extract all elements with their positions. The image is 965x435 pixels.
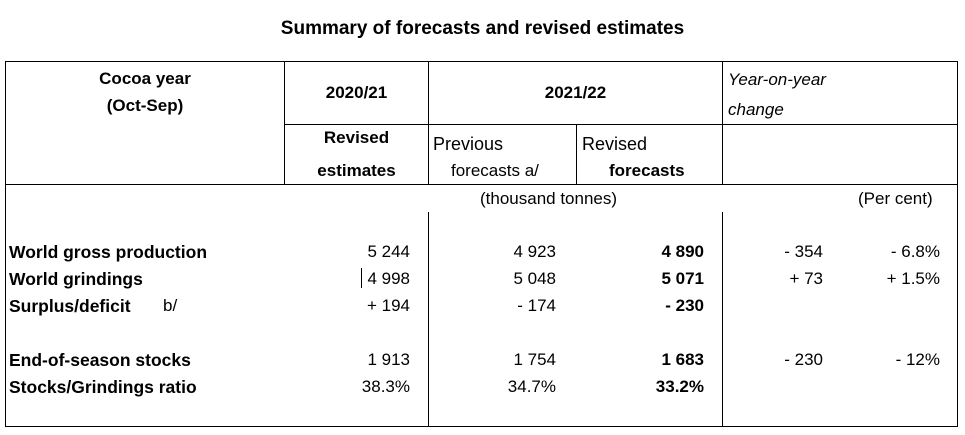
col-divider-3 bbox=[576, 124, 577, 185]
cell-rev-end-season-stocks: 1 683 bbox=[661, 350, 704, 369]
cell-2021-grindings: 4 998 bbox=[367, 269, 410, 288]
header-revised-estimates-1: Revised bbox=[323, 128, 390, 147]
col-divider-2 bbox=[428, 61, 429, 185]
cell-yoy-pct-gross-production: - 6.8% bbox=[890, 242, 940, 261]
cell-2021-gross-production: 5 244 bbox=[367, 242, 410, 261]
cell-yoy-pct-grindings: + 1.5% bbox=[886, 269, 940, 288]
cell-yoy-abs-gross-production: - 354 bbox=[784, 242, 823, 261]
cell-prev-gross-production: 4 923 bbox=[513, 242, 556, 261]
cell-yoy-pct-end-season-stocks: - 12% bbox=[895, 350, 940, 369]
body-divider-2 bbox=[722, 212, 723, 427]
text-cursor bbox=[361, 268, 362, 288]
row-label-end-season-stocks: End-of-season stocks bbox=[9, 350, 191, 370]
header-2021-22: 2021/22 bbox=[544, 83, 607, 102]
cell-prev-end-season-stocks: 1 754 bbox=[513, 350, 556, 369]
summary-table bbox=[5, 61, 958, 427]
header-revised-forecasts-1: Revised bbox=[582, 134, 648, 154]
cell-prev-surplus-deficit: - 174 bbox=[517, 296, 556, 315]
row-label-grindings: World grindings bbox=[9, 269, 143, 289]
cell-2021-surplus-deficit: + 194 bbox=[366, 296, 410, 315]
table-title: Summary of forecasts and revised estimat… bbox=[280, 18, 685, 39]
header-cocoa-year: Cocoa year bbox=[99, 69, 191, 88]
cell-rev-surplus-deficit: - 230 bbox=[665, 296, 704, 315]
units-per-cent: (Per cent) bbox=[858, 189, 933, 208]
header-revised-forecasts-2: forecasts bbox=[609, 161, 685, 180]
row-label-surplus-deficit: Surplus/deficit bbox=[9, 296, 131, 316]
cell-yoy-abs-end-season-stocks: - 230 bbox=[784, 350, 823, 369]
header-cocoa-year-period: (Oct-Sep) bbox=[106, 96, 184, 115]
header-bottom-line bbox=[5, 184, 958, 185]
cell-rev-grindings: 5 071 bbox=[661, 269, 704, 288]
cell-rev-gross-production: 4 890 bbox=[661, 242, 704, 261]
header-previous-forecasts-2: forecasts a/ bbox=[451, 161, 539, 180]
row-note-surplus-deficit: b/ bbox=[163, 296, 178, 315]
units-thousand-tonnes: (thousand tonnes) bbox=[480, 189, 618, 208]
header-yoy: Year-on-year bbox=[728, 70, 826, 89]
row-label-stocks-grindings-ratio: Stocks/Grindings ratio bbox=[9, 377, 197, 397]
cell-prev-stocks-grindings-ratio: 34.7% bbox=[507, 377, 556, 396]
body-divider-1 bbox=[428, 212, 429, 427]
cell-rev-stocks-grindings-ratio: 33.2% bbox=[655, 377, 704, 396]
col-divider-1 bbox=[284, 61, 285, 185]
col-divider-4 bbox=[722, 61, 723, 185]
header-yoy-change: change bbox=[728, 100, 784, 119]
header-mid-line bbox=[284, 124, 958, 125]
header-2020-21: 2020/21 bbox=[325, 83, 388, 102]
header-previous-forecasts-1: Previous bbox=[433, 134, 504, 154]
cell-yoy-abs-grindings: + 73 bbox=[789, 269, 823, 288]
cell-2021-stocks-grindings-ratio: 38.3% bbox=[361, 377, 410, 396]
row-label-gross-production: World gross production bbox=[9, 242, 208, 262]
cell-prev-grindings: 5 048 bbox=[513, 269, 556, 288]
header-revised-estimates-2: estimates bbox=[317, 161, 396, 180]
cell-2021-end-season-stocks: 1 913 bbox=[367, 350, 410, 369]
